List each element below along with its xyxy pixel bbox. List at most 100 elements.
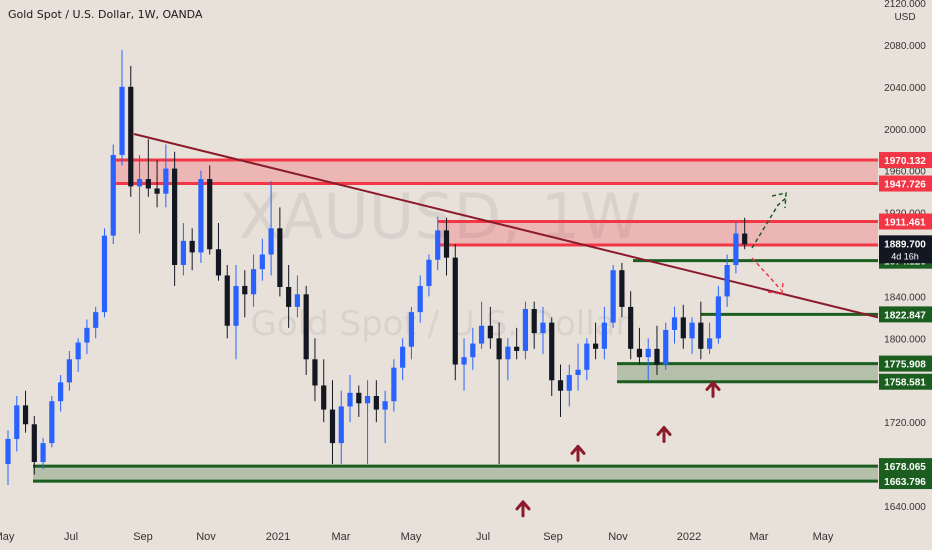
price-zones: [33, 160, 878, 482]
support-arrow: [515, 500, 531, 518]
candle-body: [22, 405, 29, 425]
candle-body: [601, 322, 607, 349]
candle-body: [286, 286, 292, 307]
candle-body: [715, 296, 721, 339]
candle-body: [531, 308, 537, 334]
candle-body: [724, 264, 730, 297]
chart-title: Gold Spot / U.S. Dollar, 1W, OANDA: [8, 8, 203, 21]
level-price-tag: [879, 175, 932, 192]
candle-body: [321, 385, 327, 410]
candle-body: [224, 275, 230, 326]
candle-body: [75, 342, 81, 360]
candle-body: [461, 357, 467, 365]
price-labels: 1970.1321947.7261911.4611889.0381874.126…: [879, 152, 932, 490]
candle-body: [452, 257, 458, 365]
support-arrow: [570, 444, 586, 462]
projection-paths: [751, 192, 787, 295]
candle-body: [443, 230, 450, 258]
candle-body: [338, 406, 344, 444]
candle-body: [40, 443, 46, 462]
support-arrow: [705, 380, 721, 398]
candle-body: [505, 346, 511, 360]
price-zone: [112, 160, 878, 184]
candle-body: [487, 325, 493, 339]
candle-body: [408, 312, 415, 347]
level-price-text: 1758.581: [884, 378, 926, 389]
level-price-tag: [879, 473, 932, 490]
candle-body: [382, 401, 388, 410]
trendline: [133, 133, 879, 319]
level-price-tag: [879, 152, 932, 169]
candle-body: [189, 240, 195, 253]
bullish-projection: [751, 192, 787, 249]
level-price-tag: [879, 458, 932, 475]
price-zone: [438, 221, 878, 246]
candle-body: [14, 405, 20, 439]
time-axis-bg: [0, 524, 932, 550]
symbol-watermark: XAUUSD, 1W Gold Spot / U.S. Dollar: [239, 180, 642, 344]
candle-body: [522, 308, 529, 351]
level-price-tag: [879, 355, 932, 372]
candle-body: [680, 317, 686, 339]
candle-body: [426, 259, 432, 286]
last-price-tag: [879, 235, 932, 264]
candle-body: [364, 395, 371, 404]
candle-body: [435, 230, 441, 260]
candle-body: [259, 254, 265, 270]
bar-countdown-text: 4d 16h: [891, 251, 919, 261]
candle-body: [198, 179, 204, 253]
level-price-tag: [879, 213, 932, 230]
candle-body: [628, 306, 634, 349]
candle-body: [5, 438, 11, 465]
time-tick-label: May: [813, 531, 834, 543]
candle-body: [663, 329, 669, 365]
price-tick-label: 2000.000: [884, 125, 926, 136]
price-axis-currency: USD: [894, 12, 915, 23]
candle-body: [329, 409, 336, 444]
candle-body: [373, 395, 379, 410]
level-price-tag: [879, 306, 932, 323]
price-tick-label: 1840.000: [884, 292, 926, 303]
candle-body: [101, 235, 108, 313]
candle-body: [610, 270, 616, 323]
candle-body: [698, 322, 704, 349]
candle-body: [400, 346, 406, 368]
candle-body: [707, 338, 713, 349]
candle-body: [154, 188, 160, 194]
price-tick-label: 1640.000: [884, 502, 926, 513]
candle-body: [303, 294, 309, 360]
candle-body: [145, 179, 151, 189]
candle-body: [671, 317, 678, 330]
level-price-text: 1822.847: [884, 310, 926, 321]
candle-body: [347, 392, 353, 407]
candle-body: [391, 367, 397, 402]
candle-body: [294, 294, 301, 307]
candle-body: [557, 380, 564, 391]
candle-body: [636, 348, 643, 358]
time-tick-label: Nov: [608, 531, 628, 543]
candle-body: [110, 154, 116, 236]
support-arrows: [515, 380, 721, 518]
candle-body: [233, 285, 239, 326]
candle-body: [470, 343, 476, 358]
time-tick-label: Sep: [133, 531, 153, 543]
candle-body: [540, 322, 546, 334]
candle-body: [66, 359, 72, 383]
candle-body: [478, 325, 485, 344]
candle-body: [250, 269, 257, 295]
candle-body: [549, 322, 555, 381]
candle-body: [136, 179, 143, 187]
time-tick-label: Sep: [543, 531, 563, 543]
trendline-layer[interactable]: [133, 133, 879, 319]
time-tick-label: 2021: [266, 531, 290, 543]
level-price-text: 1970.132: [884, 156, 926, 167]
candle-body: [654, 348, 660, 365]
level-price-text: 1911.461: [884, 218, 926, 229]
time-tick-label: Mar: [332, 531, 351, 543]
candle-body: [31, 424, 37, 462]
candle-body: [417, 285, 423, 313]
price-zone: [617, 363, 878, 382]
candle-body: [268, 228, 274, 255]
time-axis[interactable]: May Jul Sep Nov 2021 Mar May Jul Sep Nov 2022 Mar Ma…: [0, 524, 932, 550]
